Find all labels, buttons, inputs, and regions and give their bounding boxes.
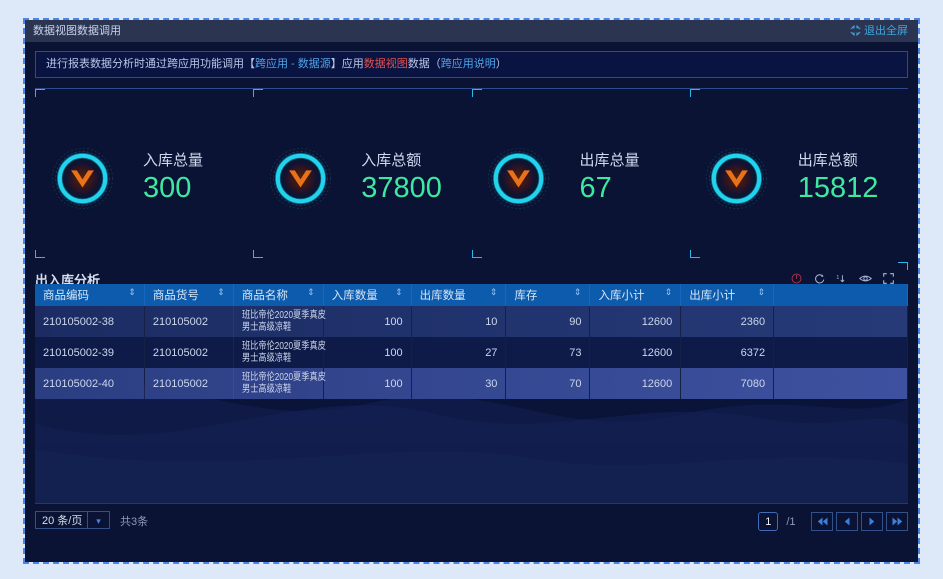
svg-text:1: 1 [836, 275, 839, 281]
